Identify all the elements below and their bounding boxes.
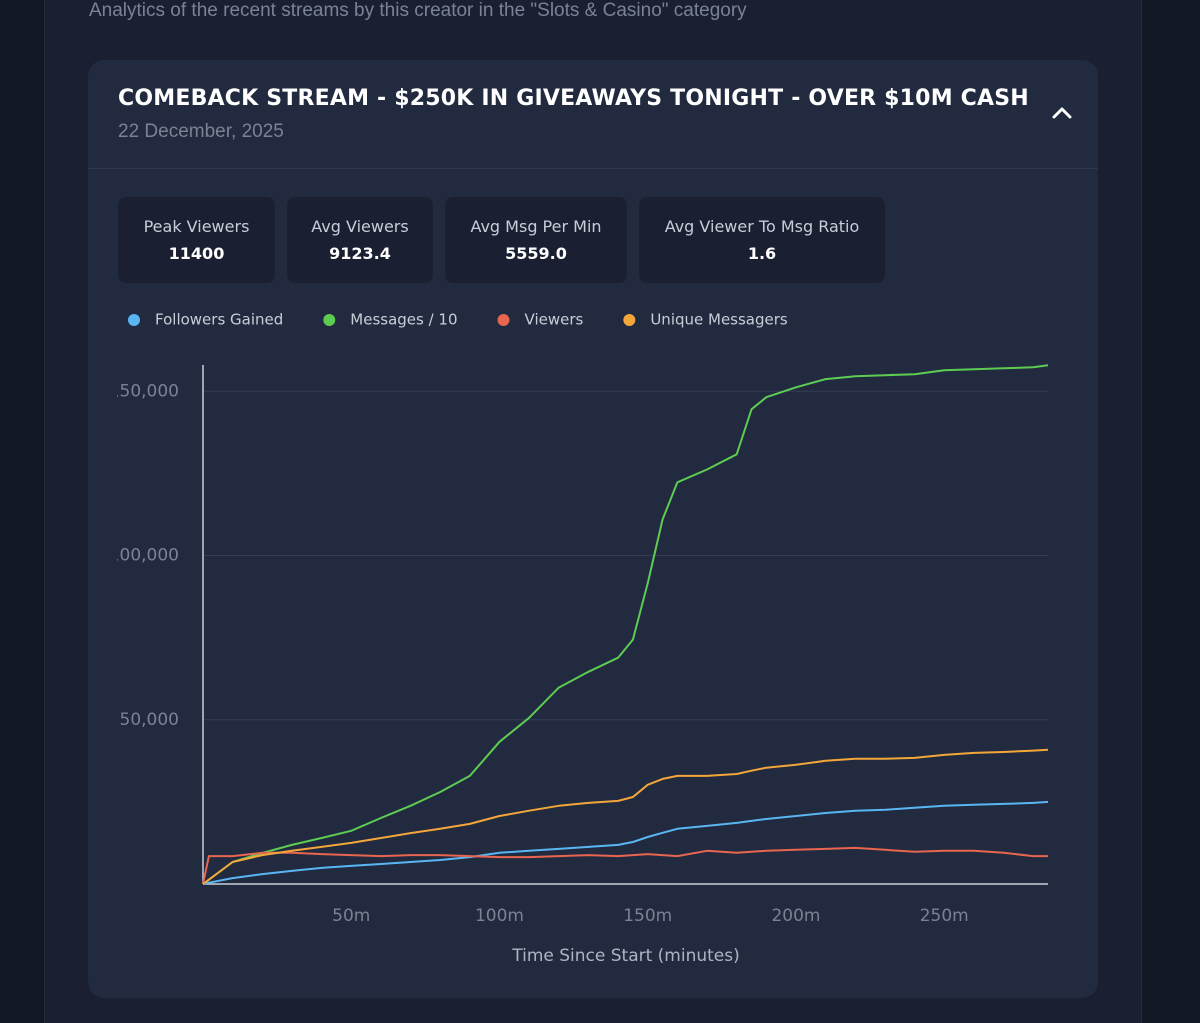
- stream-date: 22 December, 2025: [118, 121, 284, 142]
- legend-dot: [323, 314, 336, 326]
- stat-label: Peak Viewers: [143, 217, 250, 236]
- y-tick-label: 150,000: [109, 381, 179, 401]
- stat-label: Avg Msg Per Min: [470, 217, 602, 236]
- legend-label: Followers Gained: [155, 311, 283, 329]
- stat-value: 9123.4: [329, 244, 391, 263]
- stat-value: 1.6: [747, 244, 777, 263]
- legend-label: Unique Messagers: [650, 311, 788, 329]
- series-line: [202, 800, 1049, 885]
- card-header[interactable]: COMEBACK STREAM - $250K IN GIVEAWAYS TON…: [88, 60, 1098, 169]
- stat-box: Avg Viewers 9123.4: [287, 197, 433, 283]
- x-tick-label: 50m: [332, 906, 370, 926]
- stat-label: Avg Viewer To Msg Ratio: [664, 217, 860, 236]
- stat-label: Avg Viewers: [311, 217, 409, 236]
- x-tick-label: 200m: [771, 906, 820, 926]
- x-tick-label: 100m: [475, 906, 524, 926]
- y-tick-label: 100,000: [109, 546, 179, 566]
- stream-card: COMEBACK STREAM - $250K IN GIVEAWAYS TON…: [88, 60, 1098, 998]
- y-tick-label: 50,000: [120, 710, 179, 730]
- series-line: [202, 748, 1049, 885]
- stat-value: 5559.0: [505, 244, 567, 263]
- series-line: [202, 846, 1048, 885]
- stats-row: Peak Viewers 11400 Avg Viewers 9123.4 Avg …: [118, 197, 885, 283]
- stream-title: COMEBACK STREAM - $250K IN GIVEAWAYS TON…: [118, 86, 1030, 111]
- stat-value: 11400: [168, 244, 225, 263]
- x-tick-label: 250m: [920, 906, 969, 926]
- stat-box: Avg Viewer To Msg Ratio 1.6: [639, 197, 885, 283]
- legend-dot: [623, 314, 636, 326]
- stat-box: Avg Msg Per Min 5559.0: [445, 197, 627, 283]
- series-line: [202, 364, 1049, 885]
- legend-label: Viewers: [525, 311, 584, 329]
- intro-text: Analytics of the recent streams by this …: [89, 0, 747, 21]
- x-tick-label: 150m: [623, 906, 672, 926]
- x-axis-title: Time Since Start (minutes): [511, 946, 740, 966]
- collapse-icon[interactable]: [1050, 105, 1074, 121]
- legend-label: Messages / 10: [350, 311, 457, 329]
- legend-dot: [128, 314, 140, 326]
- stat-box: Peak Viewers 11400: [118, 197, 275, 283]
- y-tick-labels: 50,000 100,000 150,000: [109, 381, 179, 730]
- legend-dot: [497, 314, 510, 326]
